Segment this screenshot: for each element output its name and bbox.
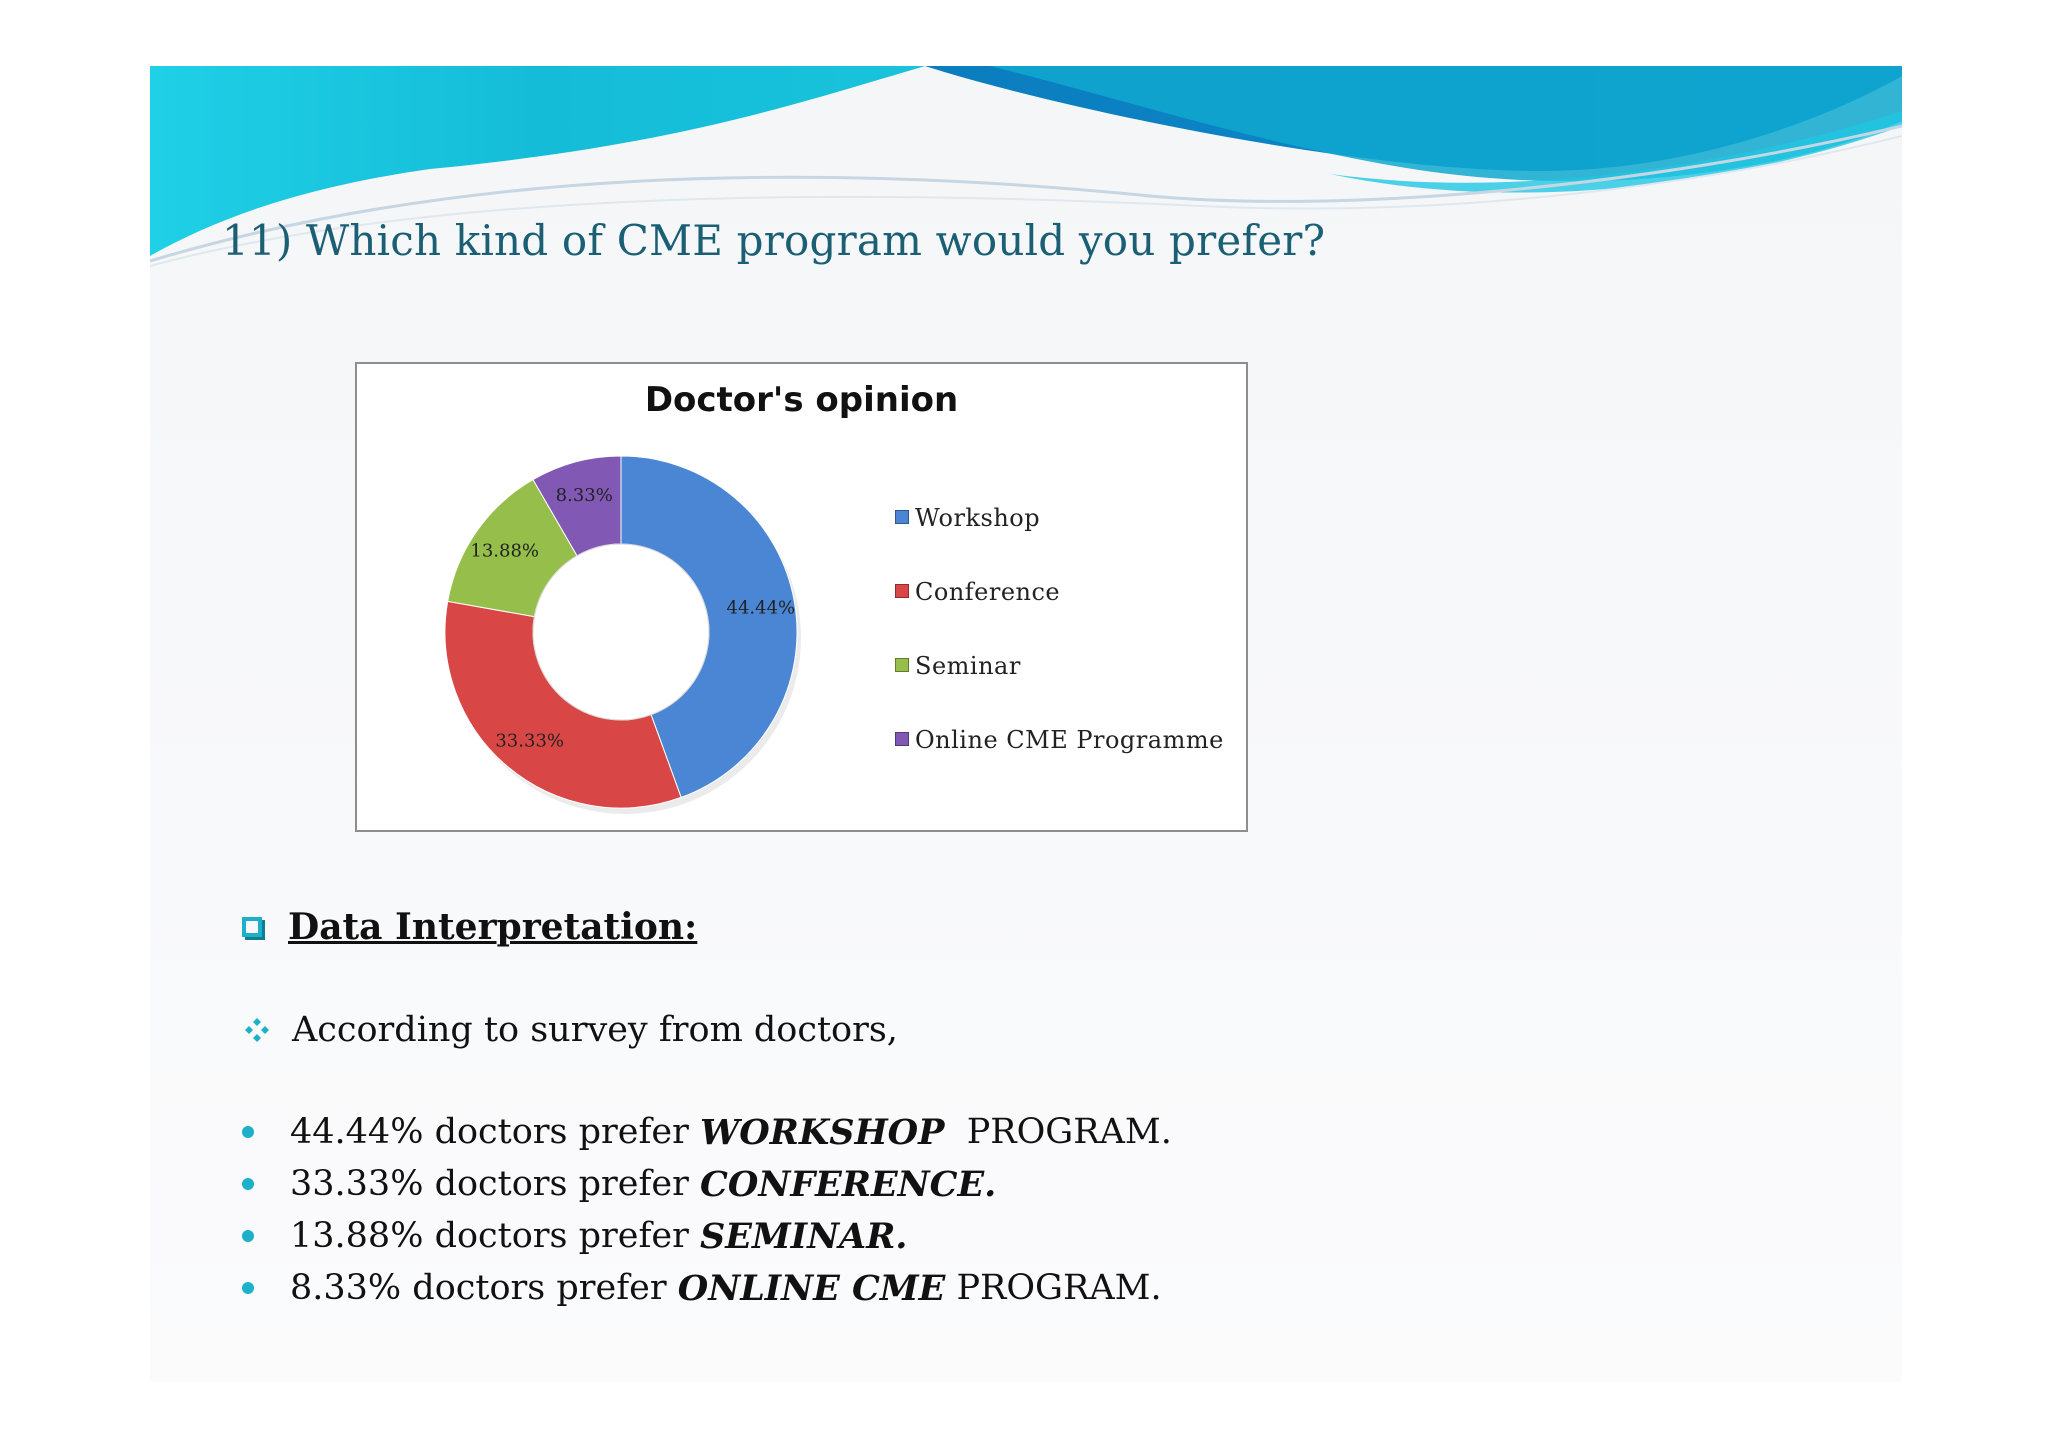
checkbox-icon — [242, 917, 262, 937]
item-prefix: 33.33% doctors prefer — [290, 1164, 700, 1204]
interpretation-list: 44.44% doctors prefer WORKSHOP PROGRAM. … — [242, 1106, 1172, 1314]
chart-title: Doctor's opinion — [644, 380, 959, 420]
item-emphasis: ONLINE CME — [677, 1267, 946, 1309]
item-emphasis: CONFERENCE. — [700, 1163, 997, 1205]
legend-swatch — [895, 584, 909, 598]
donut-hole — [532, 543, 710, 721]
slide: 11) Which kind of CME program would you … — [150, 66, 1902, 1382]
interpretation-intro-text: According to survey from doctors, — [292, 1010, 898, 1050]
list-item: 8.33% doctors prefer ONLINE CME PROGRAM. — [242, 1262, 1172, 1314]
item-suffix: PROGRAM. — [944, 1112, 1172, 1152]
chart-legend: Workshop Conference Seminar Online CME Prog… — [895, 504, 1224, 800]
slide-title: 11) Which kind of CME program would you … — [222, 216, 1326, 265]
header-wave-decoration — [150, 66, 1902, 267]
item-prefix: 8.33% doctors prefer — [290, 1268, 678, 1308]
item-suffix: PROGRAM. — [945, 1268, 1162, 1308]
item-emphasis: WORKSHOP — [700, 1111, 945, 1153]
legend-item: Seminar — [895, 652, 1224, 726]
legend-label: Online CME Programme — [915, 726, 1224, 754]
interpretation-heading-text: Data Interpretation: — [288, 906, 698, 948]
item-prefix: 44.44% doctors prefer — [290, 1112, 700, 1152]
data-label: 44.44% — [727, 597, 796, 618]
list-item: 44.44% doctors prefer WORKSHOP PROGRAM. — [242, 1106, 1172, 1158]
data-label: 13.88% — [470, 541, 539, 562]
legend-item: Workshop — [895, 504, 1224, 578]
bullet-dot-icon — [242, 1126, 254, 1138]
chart-panel: Doctor's opinion 44.44% 33.33% 13.88% 8.33%… — [355, 362, 1248, 832]
legend-swatch — [895, 510, 909, 524]
legend-label: Conference — [915, 578, 1061, 606]
interpretation-intro: According to survey from doctors, — [242, 1010, 898, 1050]
bullet-dot-icon — [242, 1230, 254, 1242]
diamond-bullet-icon — [245, 1018, 269, 1042]
list-item: 13.88% doctors prefer SEMINAR. — [242, 1210, 1172, 1262]
legend-swatch — [895, 732, 909, 746]
interpretation-heading: Data Interpretation: — [242, 906, 697, 948]
data-label: 8.33% — [556, 485, 613, 506]
legend-item: Conference — [895, 578, 1224, 652]
legend-label: Workshop — [915, 504, 1041, 532]
bullet-dot-icon — [242, 1282, 254, 1294]
list-item: 33.33% doctors prefer CONFERENCE. — [242, 1158, 1172, 1210]
data-label: 33.33% — [495, 731, 564, 752]
donut-chart: 44.44% 33.33% 13.88% 8.33% — [444, 455, 801, 814]
item-prefix: 13.88% doctors prefer — [290, 1216, 700, 1256]
legend-swatch — [895, 658, 909, 672]
legend-label: Seminar — [915, 652, 1021, 680]
item-emphasis: SEMINAR. — [700, 1215, 908, 1257]
bullet-dot-icon — [242, 1178, 254, 1190]
legend-item: Online CME Programme — [895, 726, 1224, 800]
